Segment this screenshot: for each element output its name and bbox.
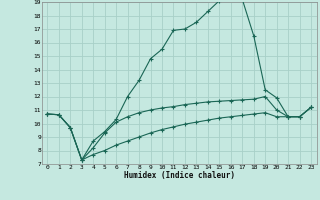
X-axis label: Humidex (Indice chaleur): Humidex (Indice chaleur) [124, 171, 235, 180]
